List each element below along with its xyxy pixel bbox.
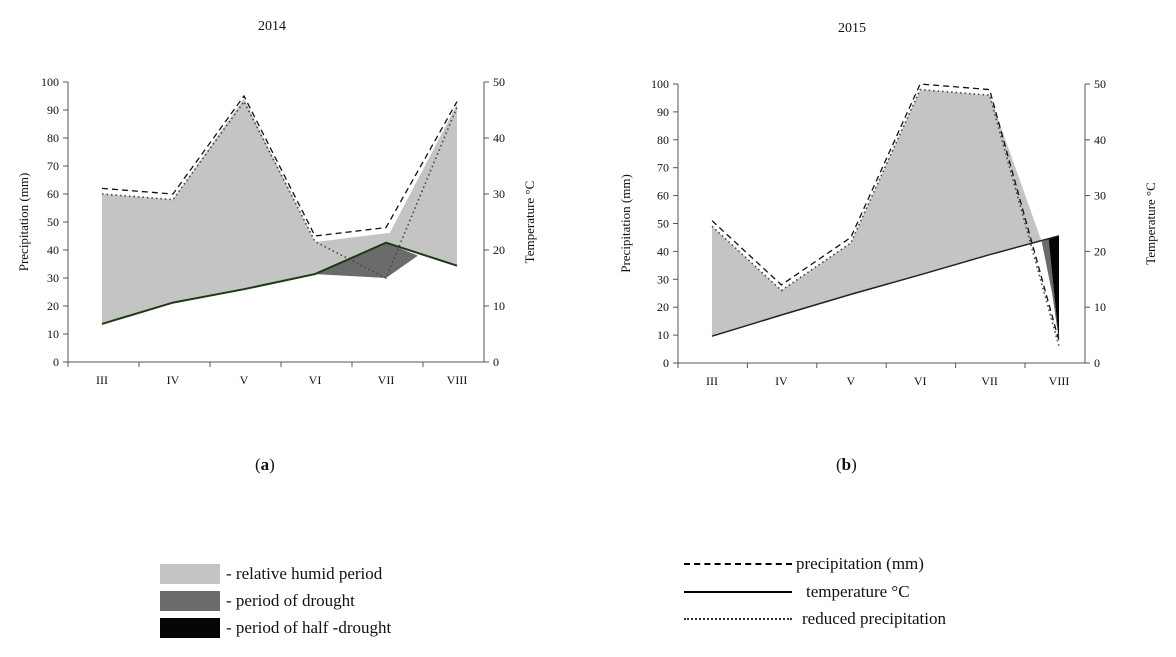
reduced-precipitation-line	[101, 100, 458, 280]
humid-period-area	[102, 98, 457, 324]
legend-item-humid: - relative humid period	[160, 564, 382, 584]
y2-axis-title: Temperature °C	[522, 181, 537, 264]
right-y-tick-label: 30	[493, 187, 505, 201]
left-y-tick-label: 60	[47, 187, 59, 201]
left-y-tick-label: 80	[47, 131, 59, 145]
right-y-tick-label: 20	[1094, 244, 1106, 258]
x-tick-label: III	[96, 373, 108, 387]
left-y-tick-label: 0	[663, 356, 669, 370]
left-y-tick-label: 0	[53, 355, 59, 369]
precipitation-line	[711, 83, 1060, 341]
right-y-tick-label: 10	[493, 299, 505, 313]
solid-line-key	[684, 591, 792, 593]
left-y-tick-label: 50	[47, 215, 59, 229]
temperature-line	[101, 241, 458, 325]
left-y-tick-label: 100	[651, 77, 669, 91]
left-y-tick-label: 10	[47, 327, 59, 341]
left-y-tick-label: 30	[47, 271, 59, 285]
x-tick-label: VII	[378, 373, 395, 387]
panel-a-label: (a)	[255, 455, 275, 474]
right-y-tick-label: 50	[493, 75, 505, 89]
left-y-tick-label: 20	[47, 299, 59, 313]
left-y-tick-label: 30	[657, 272, 669, 286]
dotted-line-key	[684, 618, 792, 620]
right-y-tick-label: 0	[1094, 356, 1100, 370]
left-y-tick-label: 70	[47, 159, 59, 173]
legend-half-drought-label: - period of half -drought	[226, 618, 392, 637]
x-tick-label: VIII	[1049, 374, 1070, 388]
x-tick-label: IV	[167, 373, 180, 387]
legend-item-temperature: temperature °C	[684, 582, 910, 602]
left-y-tick-label: 40	[47, 243, 59, 257]
right-y-tick-label: 30	[1094, 189, 1106, 203]
right-y-tick-label: 10	[1094, 300, 1106, 314]
half-drought-period-area	[1048, 235, 1059, 341]
dashed-line-key	[684, 563, 792, 565]
left-y-tick-label: 90	[657, 105, 669, 119]
precipitation-line	[101, 94, 458, 237]
left-y-tick-label: 20	[657, 300, 669, 314]
legend-item-precipitation: precipitation (mm)	[684, 554, 924, 574]
legend-item-reduced: reduced precipitation	[684, 609, 946, 629]
y2-axis-title: Temperature °C	[1143, 182, 1158, 265]
drought-period-area	[1041, 238, 1059, 341]
y-axis-title: Precipitation (mm)	[618, 174, 633, 273]
legend-reduced-label: reduced precipitation	[802, 609, 946, 628]
left-y-tick-label: 50	[657, 217, 669, 231]
legend-humid-label: - relative humid period	[226, 564, 383, 583]
humid-period-area	[712, 89, 1042, 337]
chart-title: 2015	[838, 21, 866, 36]
left-y-tick-label: 60	[657, 189, 669, 203]
left-y-tick-label: 80	[657, 133, 669, 147]
half-drought-swatch	[160, 618, 220, 638]
right-y-tick-label: 40	[493, 131, 505, 145]
right-y-tick-label: 40	[1094, 133, 1106, 147]
left-y-tick-label: 100	[41, 75, 59, 89]
humid-swatch	[160, 564, 220, 584]
chart-title: 2014	[258, 19, 286, 34]
x-tick-label: IV	[775, 374, 788, 388]
right-y-tick-label: 20	[493, 243, 505, 257]
chart-panel-a: 2014 0 10 20 30 40 50 60 70 80 90 100 0 10 20 30 40 50 III…	[16, 19, 537, 387]
x-tick-label: V	[240, 373, 249, 387]
x-tick-label: VI	[914, 374, 927, 388]
left-y-tick-label: 10	[657, 328, 669, 342]
left-y-tick-label: 70	[657, 161, 669, 175]
right-y-tick-label: 0	[493, 355, 499, 369]
y-axis-title: Precipitation (mm)	[16, 173, 31, 272]
temperature-line	[711, 235, 1060, 337]
right-y-tick-label: 50	[1094, 77, 1106, 91]
x-tick-label: VII	[981, 374, 998, 388]
x-tick-label: VIII	[447, 373, 468, 387]
drought-swatch	[160, 591, 220, 611]
left-y-tick-label: 90	[47, 103, 59, 117]
drought-period-area	[315, 242, 418, 278]
x-tick-label: VI	[309, 373, 322, 387]
left-y-tick-label: 40	[657, 244, 669, 258]
legend-item-drought: - period of drought	[160, 591, 355, 611]
chart-panel-b: 2015 0 10 20 30 40 50 60 70 80 90 100 0 10 20 30 40 50 III…	[618, 21, 1158, 388]
x-tick-label: III	[706, 374, 718, 388]
legend-drought-label: - period of drought	[226, 591, 355, 610]
legend-precip-label: precipitation (mm)	[796, 554, 924, 573]
legend-item-half-drought: - period of half -drought	[160, 618, 391, 638]
legend-temp-label: temperature °C	[806, 582, 910, 601]
x-tick-label: V	[846, 374, 855, 388]
panel-b-label: (b)	[836, 455, 857, 474]
reduced-precipitation-line	[711, 88, 1060, 347]
